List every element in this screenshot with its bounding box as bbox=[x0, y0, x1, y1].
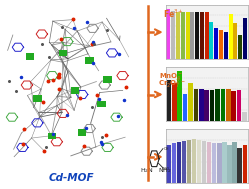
Bar bbox=[204, 90, 209, 121]
Bar bbox=[217, 143, 222, 183]
Bar bbox=[171, 11, 175, 59]
Text: H$_2$N$\mathsf{~~~}$NH$_2$: H$_2$N$\mathsf{~~~}$NH$_2$ bbox=[140, 167, 172, 176]
Bar bbox=[103, 76, 112, 83]
Bar bbox=[177, 142, 181, 183]
Bar bbox=[166, 9, 171, 59]
Bar bbox=[212, 143, 216, 183]
Bar bbox=[231, 91, 236, 121]
Bar bbox=[229, 14, 233, 59]
Bar bbox=[238, 148, 242, 183]
Bar bbox=[48, 133, 57, 139]
Text: CHO: CHO bbox=[162, 167, 170, 171]
Bar bbox=[193, 89, 198, 121]
Bar bbox=[176, 12, 180, 59]
Bar bbox=[190, 12, 194, 59]
Bar bbox=[70, 87, 79, 94]
Text: MnO$_4^-$: MnO$_4^-$ bbox=[159, 71, 184, 82]
Bar bbox=[167, 80, 171, 121]
Bar bbox=[183, 94, 187, 121]
Bar bbox=[226, 89, 231, 121]
Bar bbox=[214, 28, 218, 59]
Bar bbox=[167, 145, 171, 183]
Bar bbox=[78, 129, 86, 136]
Bar bbox=[59, 50, 67, 56]
Bar bbox=[232, 142, 237, 183]
Bar bbox=[215, 89, 220, 121]
Bar bbox=[182, 141, 186, 183]
Bar bbox=[238, 35, 242, 59]
Bar bbox=[242, 112, 247, 121]
Bar bbox=[33, 95, 42, 102]
Bar bbox=[227, 145, 232, 183]
Bar bbox=[243, 18, 247, 59]
Bar bbox=[222, 142, 227, 183]
Bar bbox=[200, 12, 204, 59]
Bar bbox=[192, 139, 196, 183]
Bar bbox=[85, 57, 94, 64]
Text: Fe$^{3+}$: Fe$^{3+}$ bbox=[163, 8, 184, 20]
Bar bbox=[202, 141, 206, 183]
Text: OH: OH bbox=[164, 147, 169, 151]
Text: Cd-MOF: Cd-MOF bbox=[49, 173, 95, 183]
Bar bbox=[188, 83, 193, 121]
Bar bbox=[187, 140, 191, 183]
Bar bbox=[197, 140, 201, 183]
Bar bbox=[97, 101, 106, 107]
Bar bbox=[233, 23, 237, 59]
Bar bbox=[237, 90, 241, 121]
Bar bbox=[221, 89, 225, 121]
Bar bbox=[26, 53, 34, 60]
Bar bbox=[224, 32, 228, 59]
Bar bbox=[210, 90, 214, 121]
Bar bbox=[177, 71, 182, 121]
Bar bbox=[195, 12, 199, 59]
Bar bbox=[186, 12, 189, 59]
Bar bbox=[209, 22, 213, 59]
Text: Cr$_2$O$_7^{2-}$: Cr$_2$O$_7^{2-}$ bbox=[158, 77, 185, 91]
Bar bbox=[172, 143, 176, 183]
Bar bbox=[219, 29, 223, 59]
Bar bbox=[172, 83, 177, 121]
Bar bbox=[205, 12, 209, 59]
Bar bbox=[207, 142, 211, 183]
Bar bbox=[243, 145, 247, 183]
Bar bbox=[199, 89, 204, 121]
Bar bbox=[181, 12, 185, 59]
